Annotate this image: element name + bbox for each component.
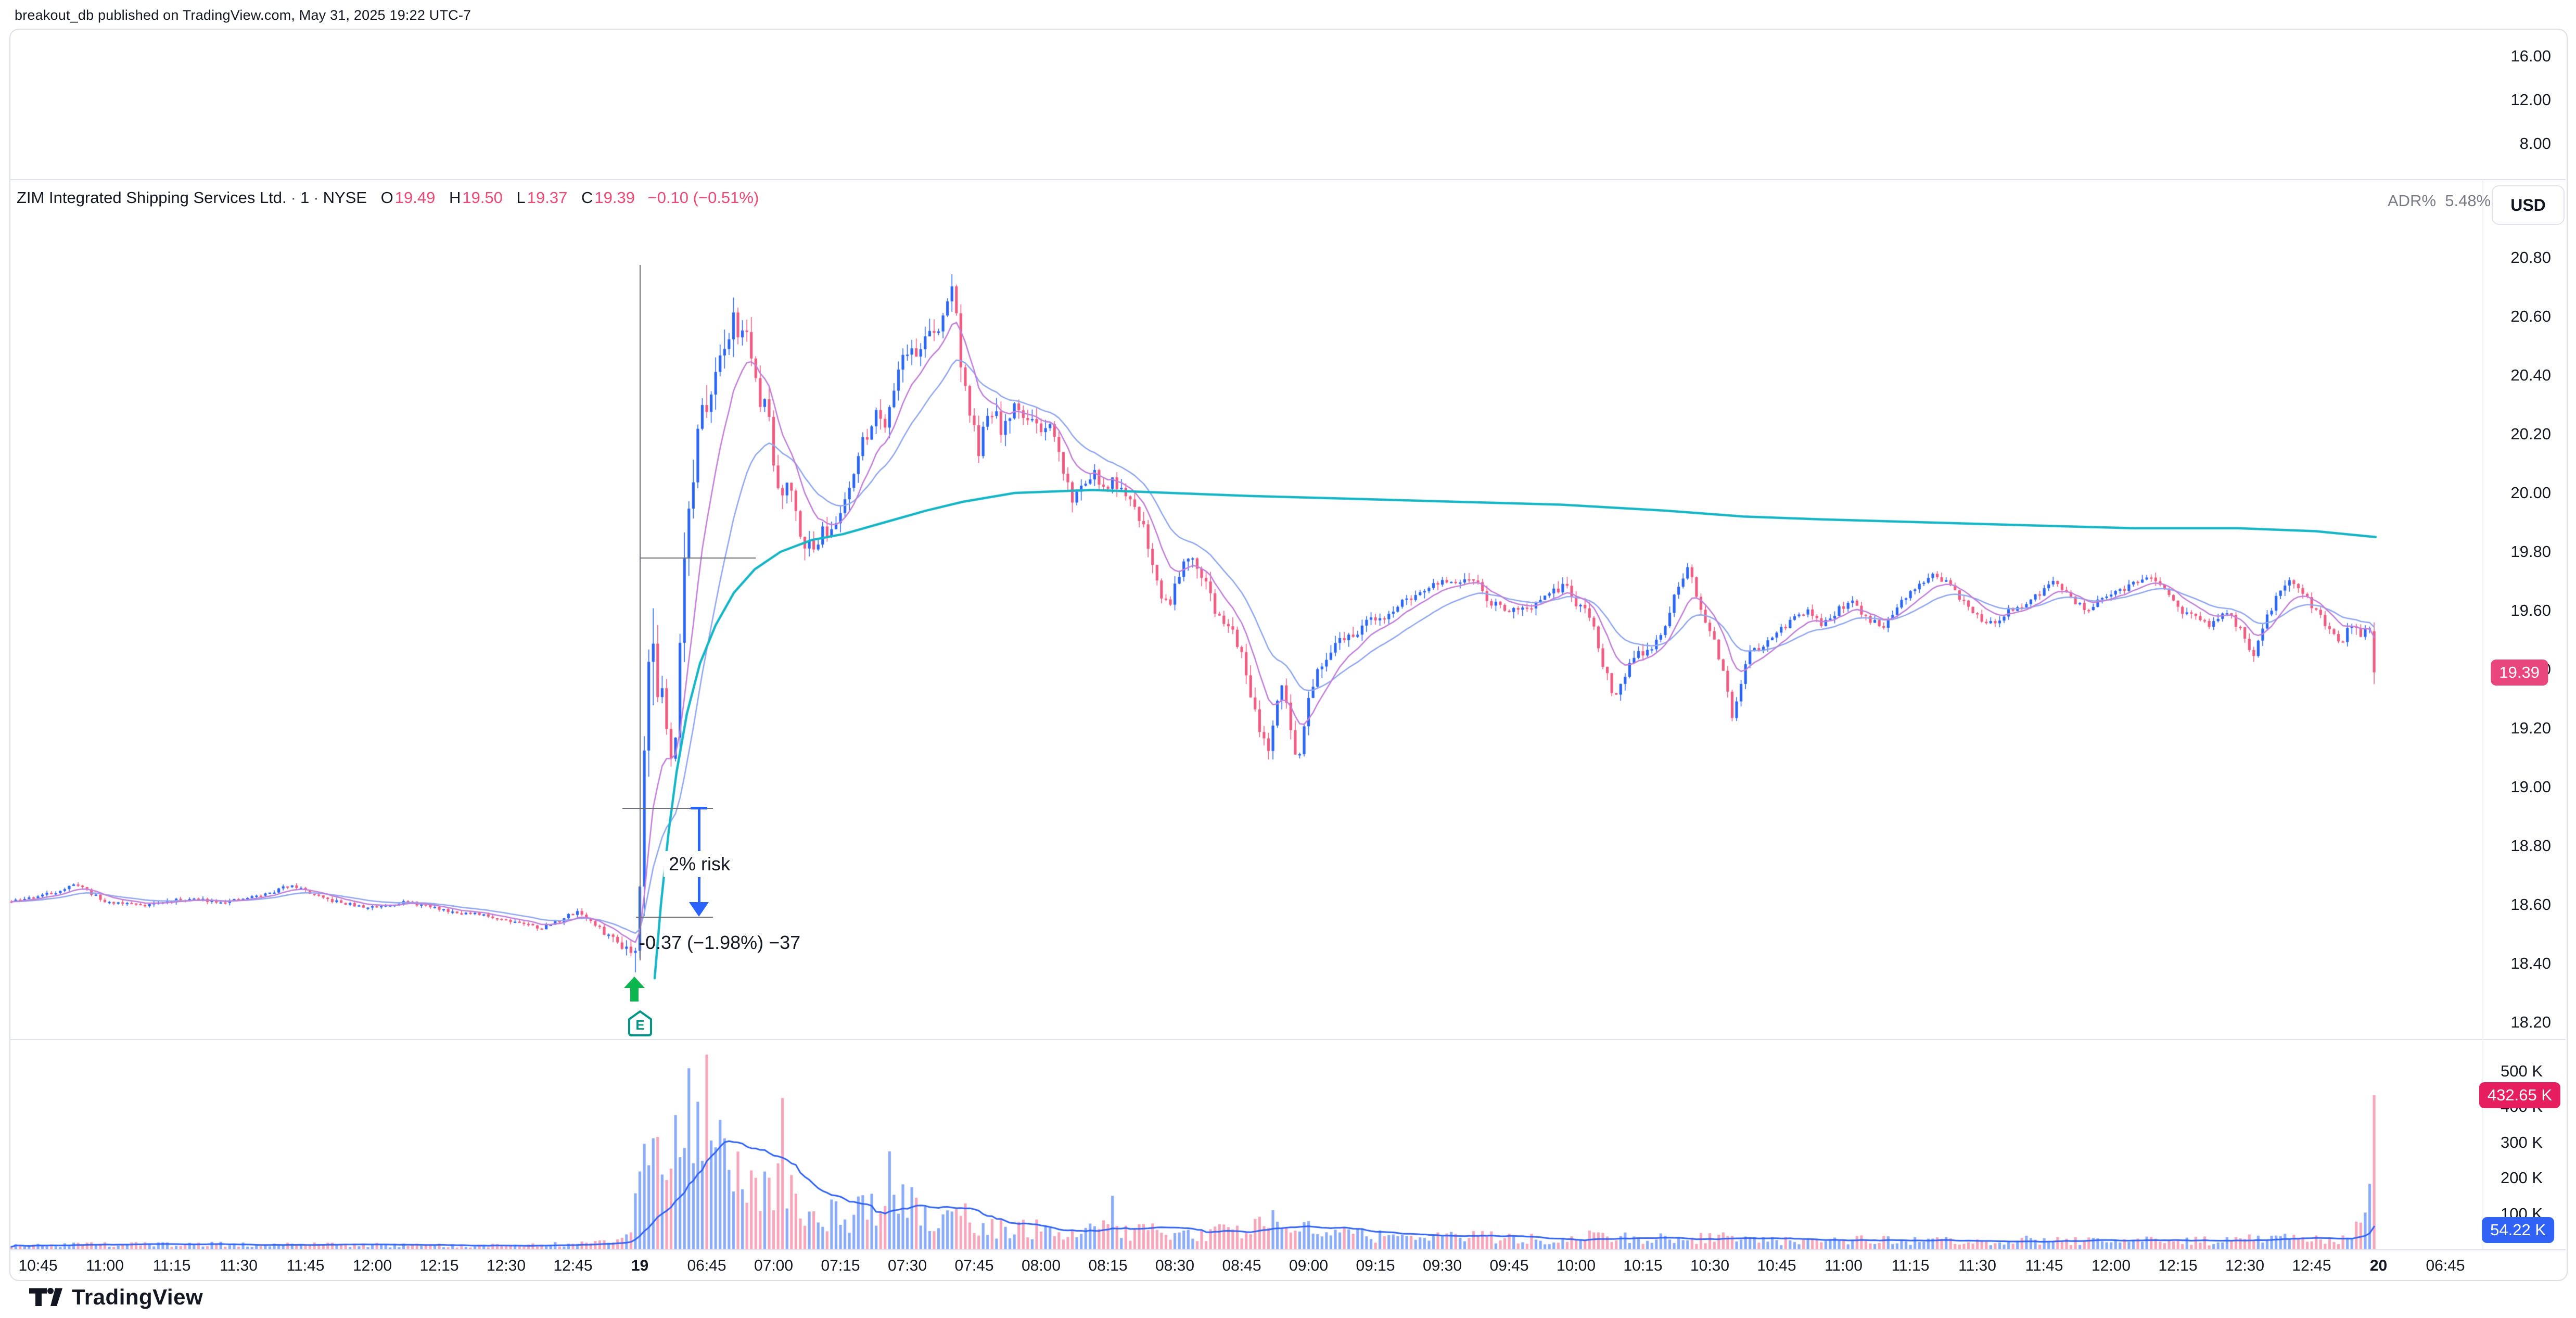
price-axis-label: 19.00 <box>2510 778 2551 796</box>
change-value: −0.10 (−0.51%) <box>647 188 759 207</box>
low-label: L <box>516 188 526 207</box>
time-axis-label: 09:45 <box>1489 1257 1529 1274</box>
time-axis-label: 20 <box>2369 1257 2388 1274</box>
price-axis-label: 20.80 <box>2510 248 2551 267</box>
buy-arrow-up-icon[interactable] <box>623 977 646 1004</box>
volume-axis-label: 500 K <box>2500 1062 2543 1080</box>
time-axis-label: 10:45 <box>18 1257 58 1274</box>
volume-ma-badge: 54.22 K <box>2482 1216 2554 1243</box>
price-axis-label: 19.20 <box>2510 719 2551 737</box>
time-axis-label: 12:15 <box>419 1257 459 1274</box>
time-axis-label: 07:45 <box>954 1257 994 1274</box>
high-value: 19.50 <box>462 188 503 207</box>
time-axis-label: 11:15 <box>1891 1257 1930 1274</box>
volume-axis-label: 300 K <box>2500 1133 2543 1151</box>
time-axis-label: 12:00 <box>352 1257 392 1274</box>
last-price-badge: 19.39 <box>2491 659 2548 686</box>
price-axis-label: 18.20 <box>2510 1013 2551 1031</box>
price-axis-label: 18.60 <box>2510 895 2551 914</box>
time-axis-label: 08:45 <box>1222 1257 1261 1274</box>
time-axis-label: 07:30 <box>887 1257 927 1274</box>
time-axis-label: 11:45 <box>2025 1257 2063 1274</box>
exchange-label: NYSE <box>323 188 367 207</box>
price-axis-label: 19.80 <box>2510 542 2551 561</box>
time-axis-label: 08:30 <box>1155 1257 1195 1274</box>
time-axis-label: 08:00 <box>1021 1257 1061 1274</box>
earnings-letter: E <box>635 1017 644 1033</box>
time-axis-divider <box>9 1249 2566 1250</box>
price-axis-label: 20.00 <box>2510 484 2551 502</box>
time-axis-label: 09:15 <box>1356 1257 1395 1274</box>
time-axis-label: 09:00 <box>1289 1257 1329 1274</box>
time-axis-label: 10:15 <box>1623 1257 1663 1274</box>
time-axis-label: 11:30 <box>220 1257 258 1274</box>
volume-axis-label: 200 K <box>2500 1169 2543 1187</box>
publish-line: breakout_db published on TradingView.com… <box>15 7 471 23</box>
time-axis-label: 06:45 <box>687 1257 726 1274</box>
pane-divider-upper[interactable] <box>9 179 2566 180</box>
earnings-marker-icon[interactable]: E <box>628 1010 653 1040</box>
drawing-stop-line[interactable] <box>636 916 713 918</box>
measure-stats-label[interactable]: -0.37 (−1.98%) −37 <box>639 932 801 953</box>
time-axis-label: 07:00 <box>754 1257 794 1274</box>
time-axis-label: 12:30 <box>2225 1257 2265 1274</box>
tradingview-logo-icon <box>29 1288 62 1306</box>
price-axis-label: 19.60 <box>2510 601 2551 619</box>
time-axis-label: 12:45 <box>553 1257 593 1274</box>
volume-spike-badge: 432.65 K <box>2479 1082 2560 1109</box>
time-axis-label: 10:30 <box>1690 1257 1730 1274</box>
drawing-entry-line[interactable] <box>622 807 713 809</box>
open-value: 19.49 <box>394 188 436 207</box>
risk-annotation-label[interactable]: 2% risk <box>663 851 736 877</box>
open-label: O <box>380 188 393 207</box>
low-value: 19.37 <box>527 188 568 207</box>
upper-axis-label: 12.00 <box>2510 91 2551 109</box>
price-axis-label: 20.60 <box>2510 307 2551 325</box>
interval-label[interactable]: 1 <box>300 188 310 207</box>
time-axis-label: 11:30 <box>1958 1257 1996 1274</box>
tradingview-logo-text: TradingView <box>72 1285 203 1309</box>
time-axis-label: 09:30 <box>1422 1257 1462 1274</box>
adr-label: ADR% <box>2388 192 2437 210</box>
currency-button[interactable]: USD <box>2492 185 2565 225</box>
time-axis-label: 11:00 <box>1825 1257 1863 1274</box>
time-axis-label: 07:15 <box>821 1257 860 1274</box>
adr-value: 5.48% <box>2445 192 2491 210</box>
measure-arrow-head-icon[interactable] <box>689 902 709 917</box>
pane-divider-volume[interactable] <box>9 1039 2566 1040</box>
price-axis-label: 18.80 <box>2510 837 2551 855</box>
price-axis-label: 20.20 <box>2510 425 2551 443</box>
time-axis-label: 11:45 <box>286 1257 325 1274</box>
time-axis-label: 08:15 <box>1088 1257 1128 1274</box>
price-axis-label: 18.40 <box>2510 954 2551 972</box>
time-axis-label: 06:45 <box>2426 1257 2465 1274</box>
symbol-legend[interactable]: ZIM Integrated Shipping Services Ltd. · 1 ·… <box>17 188 759 207</box>
high-label: H <box>449 188 461 207</box>
time-axis-label: 12:45 <box>2292 1257 2331 1274</box>
upper-axis-label: 16.00 <box>2510 47 2551 65</box>
time-axis-label: 12:15 <box>2158 1257 2198 1274</box>
tradingview-attribution[interactable]: TradingView <box>29 1285 203 1310</box>
close-label: C <box>581 188 593 207</box>
time-axis-label: 10:45 <box>1757 1257 1796 1274</box>
time-axis-label: 12:30 <box>486 1257 526 1274</box>
drawing-measured-level-line[interactable] <box>640 557 756 559</box>
close-value: 19.39 <box>594 188 635 207</box>
upper-axis-label: 8.00 <box>2519 134 2551 153</box>
time-axis-label: 12:00 <box>2091 1257 2131 1274</box>
legend-separator: · <box>290 188 296 207</box>
time-axis-label: 11:15 <box>152 1257 191 1274</box>
price-axis-label: 20.40 <box>2510 366 2551 384</box>
symbol-title[interactable]: ZIM Integrated Shipping Services Ltd. <box>17 188 287 207</box>
legend-separator2: · <box>313 188 319 207</box>
adr-indicator: ADR% 5.48% <box>2388 192 2491 210</box>
time-axis-label: 11:00 <box>86 1257 124 1274</box>
price-axis-divider <box>2482 180 2483 1249</box>
time-axis-label: 19 <box>631 1257 649 1274</box>
drawing-vertical-line[interactable] <box>640 265 641 960</box>
time-axis-label: 10:00 <box>1556 1257 1596 1274</box>
